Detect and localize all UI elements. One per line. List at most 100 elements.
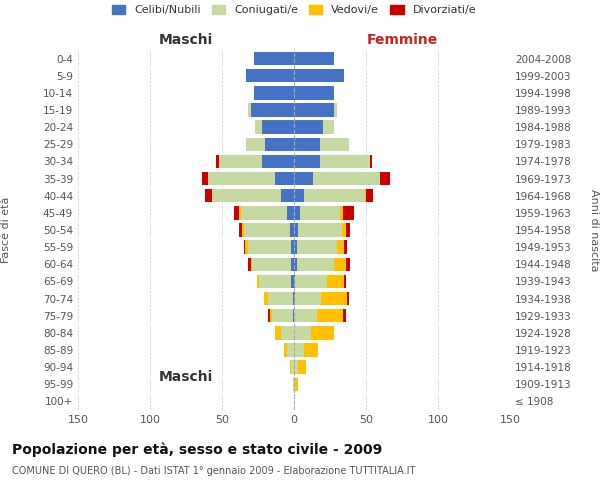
Bar [233, 206, 239, 220]
Bar [251, 258, 252, 271]
Bar [268, 309, 269, 322]
Text: Femmine: Femmine [367, 34, 437, 48]
Bar [294, 154, 320, 168]
Bar [248, 104, 251, 117]
Bar [293, 378, 294, 391]
Bar [343, 206, 355, 220]
Bar [241, 206, 287, 220]
Bar [294, 326, 311, 340]
Bar [295, 274, 327, 288]
Bar [304, 344, 319, 356]
Bar [298, 360, 305, 374]
Bar [344, 240, 347, 254]
Bar [366, 189, 373, 202]
Bar [294, 224, 298, 236]
Bar [216, 154, 219, 168]
Bar [294, 86, 334, 100]
Bar [202, 172, 208, 186]
Bar [294, 240, 297, 254]
Bar [257, 274, 259, 288]
Bar [334, 258, 346, 271]
Bar [323, 120, 334, 134]
Text: COMUNE DI QUERO (BL) - Dati ISTAT 1° gennaio 2009 - Elaborazione TUTTITALIA.IT: COMUNE DI QUERO (BL) - Dati ISTAT 1° gen… [12, 466, 415, 476]
Bar [262, 120, 294, 134]
Bar [294, 309, 317, 322]
Bar [294, 120, 323, 134]
Bar [327, 274, 344, 288]
Bar [291, 258, 294, 271]
Bar [346, 224, 350, 236]
Legend: Celibi/Nubili, Coniugati/e, Vedovi/e, Divorziati/e: Celibi/Nubili, Coniugati/e, Vedovi/e, Di… [109, 2, 479, 18]
Bar [245, 240, 248, 254]
Bar [298, 224, 341, 236]
Bar [343, 309, 346, 322]
Bar [334, 104, 337, 117]
Bar [239, 206, 241, 220]
Bar [248, 240, 291, 254]
Text: Fasce di età: Fasce di età [1, 197, 11, 263]
Text: Maschi: Maschi [159, 34, 213, 48]
Bar [295, 378, 298, 391]
Bar [344, 274, 346, 288]
Bar [311, 326, 334, 340]
Bar [251, 104, 294, 117]
Bar [365, 189, 366, 202]
Bar [291, 360, 294, 374]
Bar [340, 206, 343, 220]
Bar [294, 206, 300, 220]
Text: Anni di nascita: Anni di nascita [589, 188, 599, 271]
Bar [294, 138, 320, 151]
Bar [268, 292, 293, 306]
Bar [252, 258, 291, 271]
Bar [294, 274, 295, 288]
Bar [295, 292, 322, 306]
Text: Maschi: Maschi [159, 370, 213, 384]
Bar [322, 292, 347, 306]
Bar [281, 326, 294, 340]
Bar [294, 172, 313, 186]
Bar [255, 120, 262, 134]
Bar [265, 138, 294, 151]
Bar [294, 378, 295, 391]
Bar [293, 292, 294, 306]
Bar [254, 52, 294, 66]
Bar [294, 69, 344, 82]
Bar [294, 344, 304, 356]
Bar [320, 138, 349, 151]
Bar [244, 224, 290, 236]
Bar [294, 104, 334, 117]
Bar [291, 274, 294, 288]
Bar [347, 292, 349, 306]
Bar [294, 258, 297, 271]
Bar [320, 154, 370, 168]
Bar [242, 224, 244, 236]
Bar [297, 258, 334, 271]
Bar [272, 309, 293, 322]
Bar [304, 189, 365, 202]
Bar [300, 206, 340, 220]
Bar [275, 326, 281, 340]
Bar [290, 360, 291, 374]
Bar [294, 189, 304, 202]
Bar [281, 189, 294, 202]
Bar [287, 206, 294, 220]
Bar [297, 240, 337, 254]
Bar [254, 86, 294, 100]
Bar [294, 360, 298, 374]
Bar [293, 309, 294, 322]
Bar [337, 240, 344, 254]
Bar [294, 52, 334, 66]
Bar [317, 309, 343, 322]
Bar [287, 344, 294, 356]
Bar [291, 240, 294, 254]
Bar [341, 224, 346, 236]
Bar [259, 274, 291, 288]
Bar [264, 292, 268, 306]
Bar [247, 138, 265, 151]
Bar [205, 189, 212, 202]
Bar [269, 309, 272, 322]
Bar [294, 292, 295, 306]
Bar [219, 154, 262, 168]
Bar [248, 258, 251, 271]
Bar [244, 240, 245, 254]
